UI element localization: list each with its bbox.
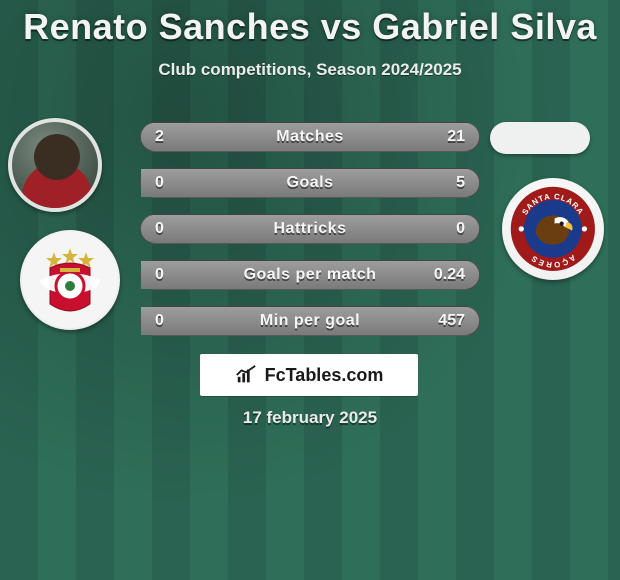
stat-value-left: 0 bbox=[141, 215, 178, 243]
stat-row: 0 Hattricks 0 bbox=[140, 214, 480, 244]
stat-value-right: 0.24 bbox=[420, 261, 479, 289]
stat-label: Goals bbox=[287, 174, 334, 192]
stat-label: Matches bbox=[276, 128, 344, 146]
branding-badge: FcTables.com bbox=[200, 354, 418, 396]
stat-value-left: 0 bbox=[141, 169, 178, 197]
stat-label: Min per goal bbox=[260, 312, 360, 330]
stat-value-right: 21 bbox=[433, 123, 479, 151]
stat-value-left: 0 bbox=[141, 261, 178, 289]
stat-value-right: 5 bbox=[442, 169, 479, 197]
chart-icon bbox=[235, 364, 257, 386]
branding-text: FcTables.com bbox=[265, 365, 384, 386]
stat-row: 0 Min per goal 457 bbox=[140, 306, 480, 336]
stat-value-right: 0 bbox=[442, 215, 479, 243]
stats-table: 2 Matches 21 0 Goals 5 0 Hattricks 0 0 Goals per m… bbox=[140, 122, 480, 352]
stat-value-right: 457 bbox=[424, 307, 479, 335]
club-crest-left bbox=[20, 230, 120, 330]
club-crest-right: SANTA CLARA AÇORES bbox=[502, 178, 604, 280]
date-stamp: 17 february 2025 bbox=[0, 408, 620, 428]
santa-clara-crest-icon: SANTA CLARA AÇORES bbox=[509, 185, 597, 273]
player-left-avatar bbox=[8, 118, 102, 212]
stat-label: Hattricks bbox=[274, 220, 347, 238]
benfica-crest-icon bbox=[20, 230, 120, 330]
stat-row: 0 Goals 5 bbox=[140, 168, 480, 198]
stat-row: 2 Matches 21 bbox=[140, 122, 480, 152]
stat-value-left: 0 bbox=[141, 307, 178, 335]
stat-value-left: 2 bbox=[141, 123, 178, 151]
stat-row: 0 Goals per match 0.24 bbox=[140, 260, 480, 290]
infographic-card: Renato Sanches vs Gabriel Silva Club com… bbox=[0, 0, 620, 580]
page-title: Renato Sanches vs Gabriel Silva bbox=[0, 0, 620, 48]
stat-label: Goals per match bbox=[244, 266, 377, 284]
page-subtitle: Club competitions, Season 2024/2025 bbox=[0, 60, 620, 80]
player-right-avatar bbox=[490, 122, 590, 154]
